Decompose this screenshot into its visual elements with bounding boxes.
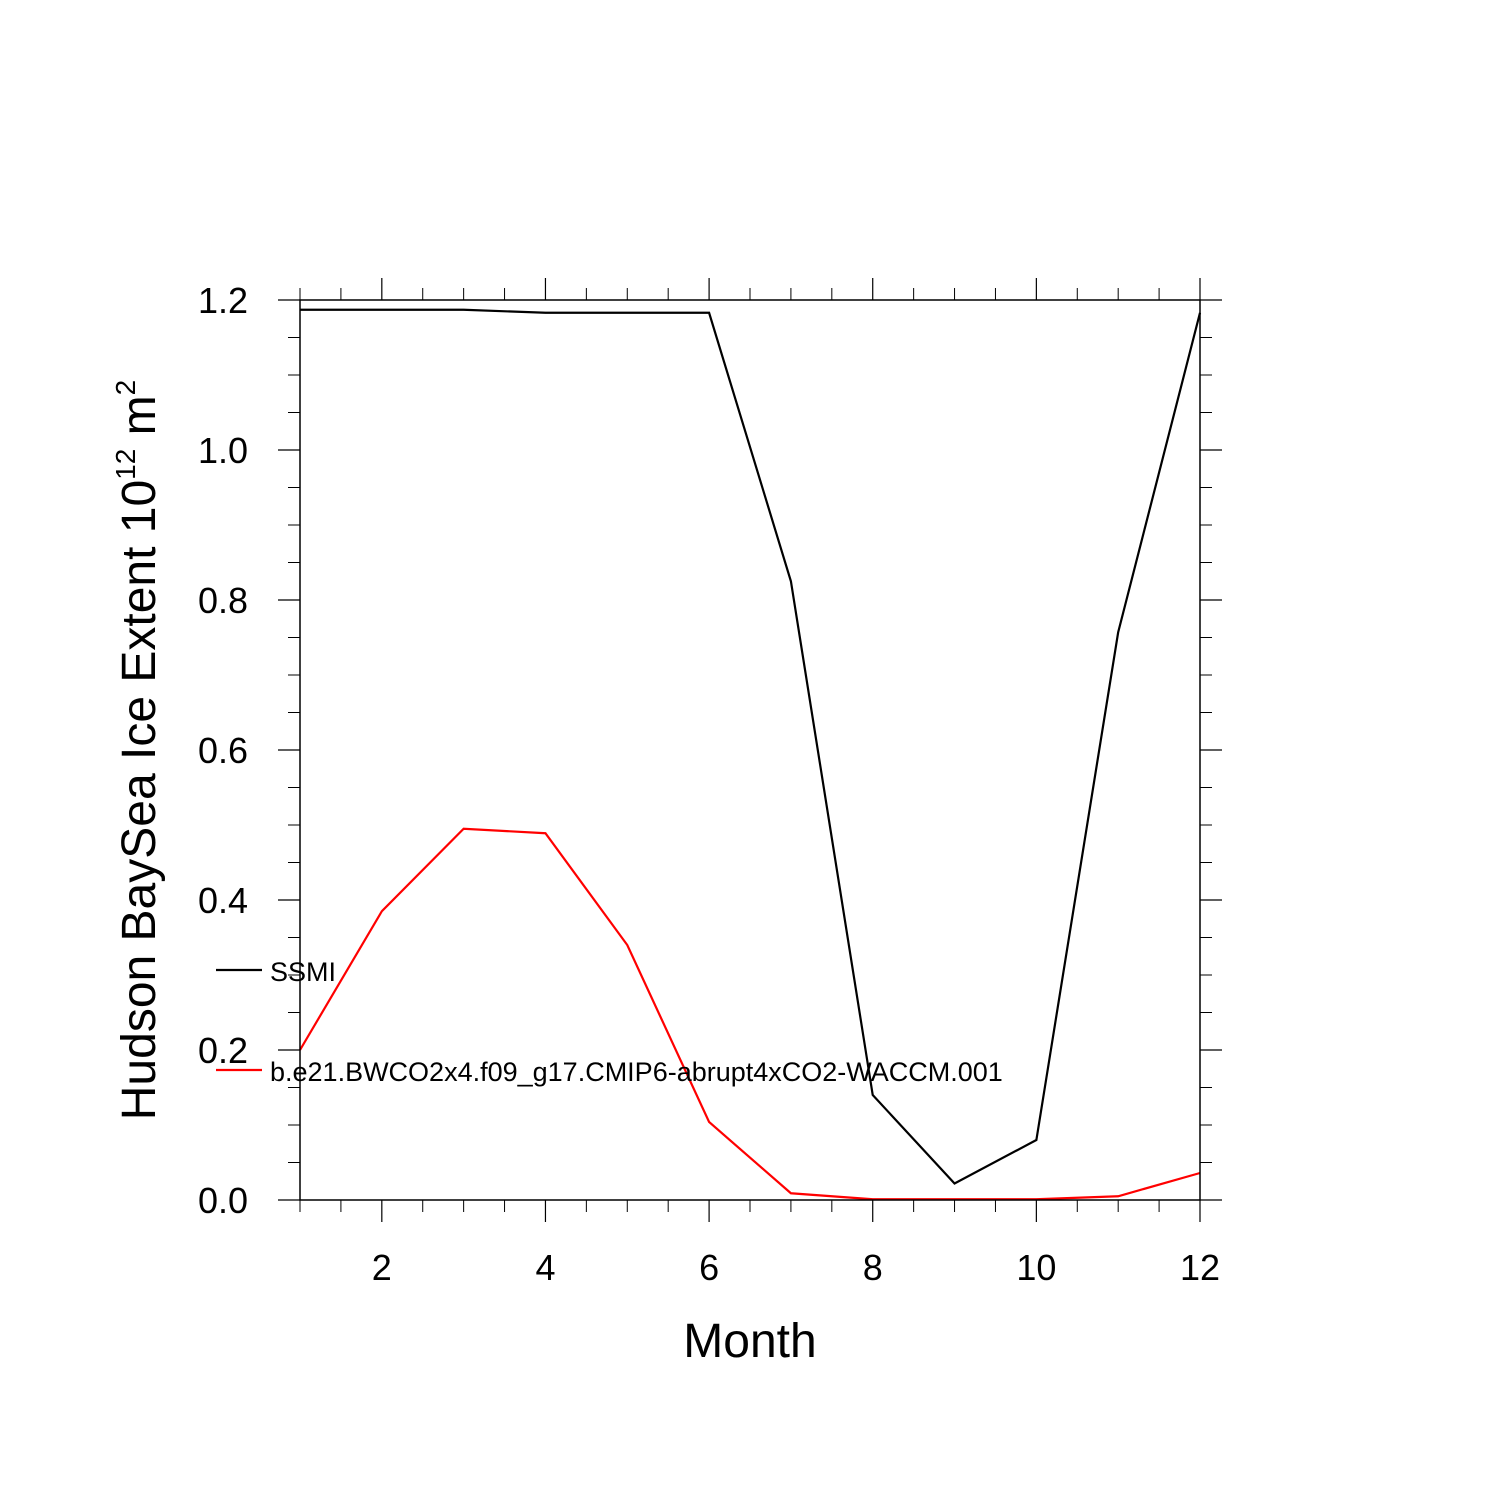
y-tick-label: 0.2 xyxy=(198,1030,248,1071)
y-axis-title-exponent: 12 xyxy=(110,449,141,480)
y-tick-label: 1.2 xyxy=(198,280,248,321)
x-tick-label: 6 xyxy=(699,1247,719,1288)
legend: SSMI b.e21.BWCO2x4.f09_g17.CMIP6-abrupt4x… xyxy=(216,957,1003,1087)
x-axis-title: Month xyxy=(683,1315,816,1368)
y-tick-label: 0.0 xyxy=(198,1180,248,1221)
series-line-2 xyxy=(299,827,1201,1201)
minor-ticks xyxy=(288,288,1212,1212)
x-tick-label: 4 xyxy=(535,1247,555,1288)
legend-label-1: SSMI xyxy=(270,957,336,987)
y-axis-title-prefix: Hudson BaySea Ice Extent 10 xyxy=(113,480,166,1120)
legend-label-2: b.e21.BWCO2x4.f09_g17.CMIP6-abrupt4xCO2-… xyxy=(270,1057,1003,1087)
y-tick-label: 0.6 xyxy=(198,730,248,771)
x-tick-labels: 2 4 6 8 10 12 xyxy=(372,1247,1220,1288)
y-tick-label: 0.8 xyxy=(198,580,248,621)
y-axis-title-unit-exponent: 2 xyxy=(110,380,141,396)
x-tick-label: 8 xyxy=(863,1247,883,1288)
y-axis-title: Hudson BaySea Ice Extent 1012 m2 xyxy=(110,380,166,1120)
y-tick-label: 0.4 xyxy=(198,880,248,921)
major-ticks xyxy=(278,278,1222,1222)
y-tick-label: 1.0 xyxy=(198,430,248,471)
x-tick-label: 2 xyxy=(372,1247,392,1288)
x-tick-label: 10 xyxy=(1016,1247,1056,1288)
y-axis-title-unit: m xyxy=(113,395,166,448)
series-line-1 xyxy=(300,308,1202,1185)
plot-frame xyxy=(299,299,1201,1201)
x-tick-label: 12 xyxy=(1180,1247,1220,1288)
series-lines xyxy=(299,308,1202,1201)
y-tick-labels: 0.0 0.2 0.4 0.6 0.8 1.0 1.2 xyxy=(198,280,248,1221)
